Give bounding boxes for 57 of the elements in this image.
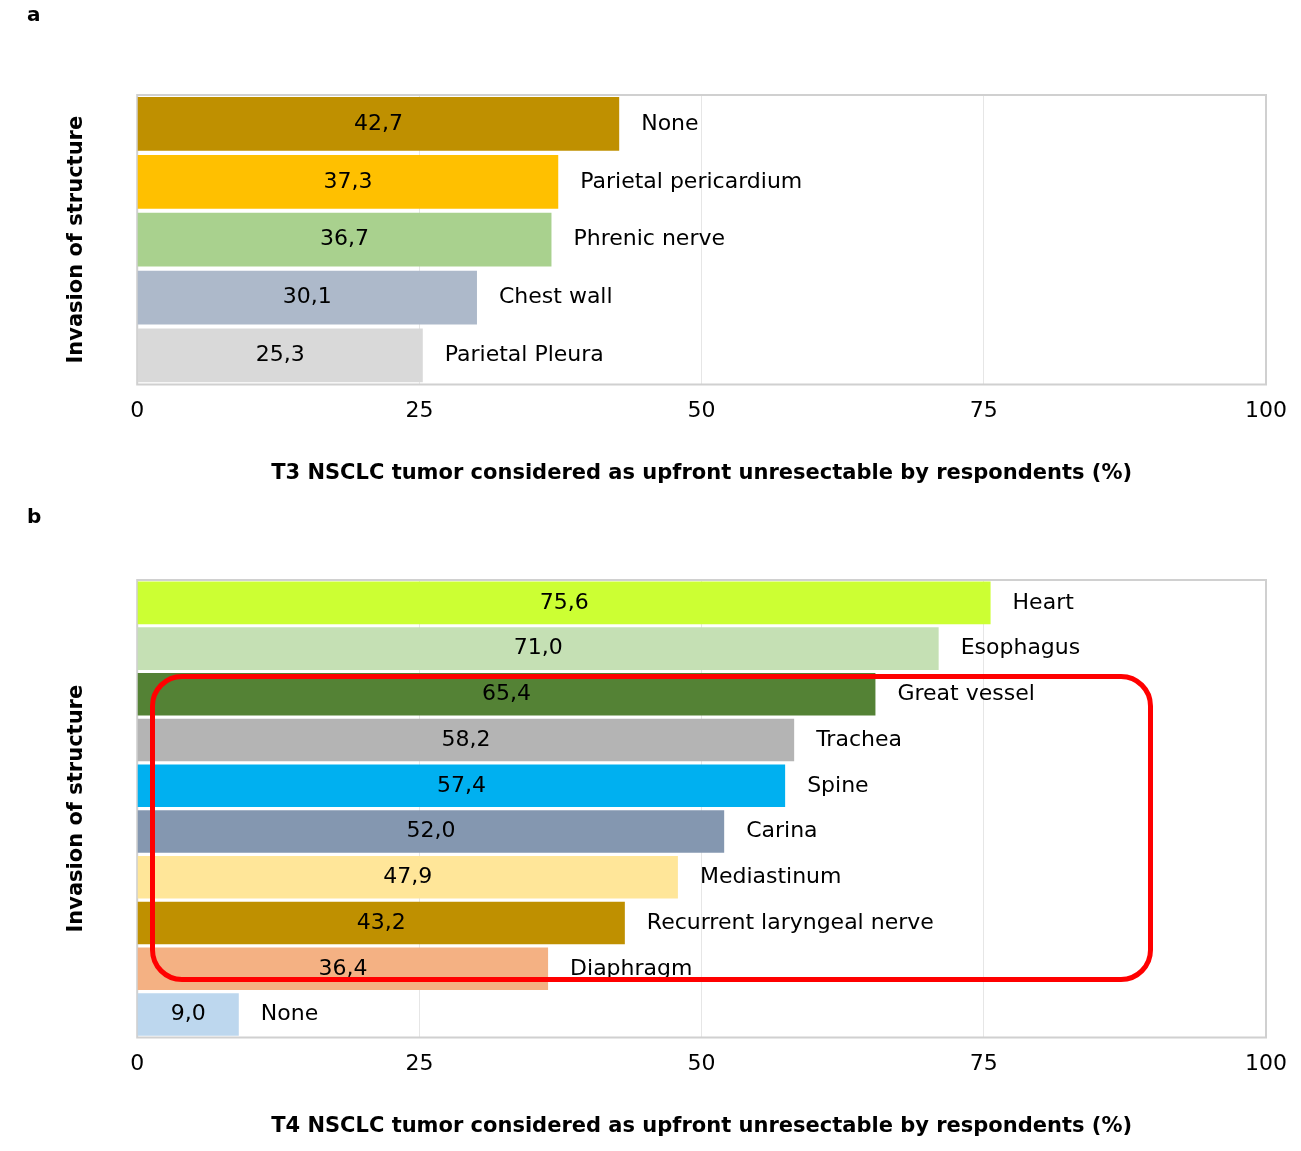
bar [137,764,786,808]
data-label: 47,9 [383,863,433,889]
x-tick-label: 25 [405,397,434,423]
data-label: 75,6 [539,588,589,614]
category-label: Diaphragm [570,954,693,980]
y-tick-label: Phrenic nerve [573,225,725,251]
data-label: 43,2 [356,908,406,934]
data-label: 9,0 [170,1000,206,1026]
category-label: Mediastinum [699,863,842,889]
chart-title: b [27,504,42,529]
bar [137,901,625,945]
bar [137,856,678,899]
y-tick-label: Parietal pericardium [580,167,803,193]
x-tick-label: 50 [687,1050,716,1076]
x-tick-label: 75 [969,397,998,423]
bar [137,993,239,1036]
category-label: Carina [746,817,818,843]
x-tick-label: 0 [130,1050,145,1076]
y-axis-title: Invasion of structure [63,684,88,933]
bar [137,212,552,267]
category-label: Heart [1012,588,1074,614]
data-label: 37,3 [323,167,373,193]
bar [137,154,559,209]
chart-title: a [27,2,41,27]
bar [137,270,477,325]
data-label: 25,3 [255,341,305,367]
bar [137,97,620,151]
data-label: 71,0 [513,634,563,660]
category-label: Trachea [816,725,902,751]
data-label: 30,1 [282,283,332,309]
x-tick-label: 100 [1245,1050,1287,1076]
bar [137,627,939,670]
x-tick-label: 25 [405,1050,434,1076]
data-label: 65,4 [482,680,532,706]
bar [137,810,725,853]
category-label: Spine [807,771,869,797]
x-axis-title: T4 NSCLC tumor considered as upfront unresectable by respondents (%) [271,1112,1133,1137]
x-tick-label: 50 [687,397,716,423]
y-tick-label: Parietal Pleura [444,341,604,367]
category-label: Recurrent laryngeal nerve [646,908,934,934]
x-axis-title: T3 NSCLC tumor considered as upfront unresectable by respondents (%) [271,459,1133,484]
category-label: Great vessel [897,680,1035,706]
category-label: Esophagus [960,634,1081,660]
y-axis-title: Invasion of structure [63,115,88,364]
category-label: None [260,1000,319,1026]
x-tick-label: 75 [969,1050,998,1076]
bar [137,581,991,625]
x-tick-label: 0 [130,397,145,423]
data-label: 36,7 [320,225,370,251]
bar [137,718,795,762]
data-label: 52,0 [406,817,456,843]
x-tick-label: 100 [1245,397,1287,423]
data-label: 42,7 [353,109,403,135]
data-label: 36,4 [318,954,368,980]
data-label: 57,4 [436,771,486,797]
data-label: 58,2 [441,725,491,751]
y-tick-label: Chest wall [498,283,613,309]
